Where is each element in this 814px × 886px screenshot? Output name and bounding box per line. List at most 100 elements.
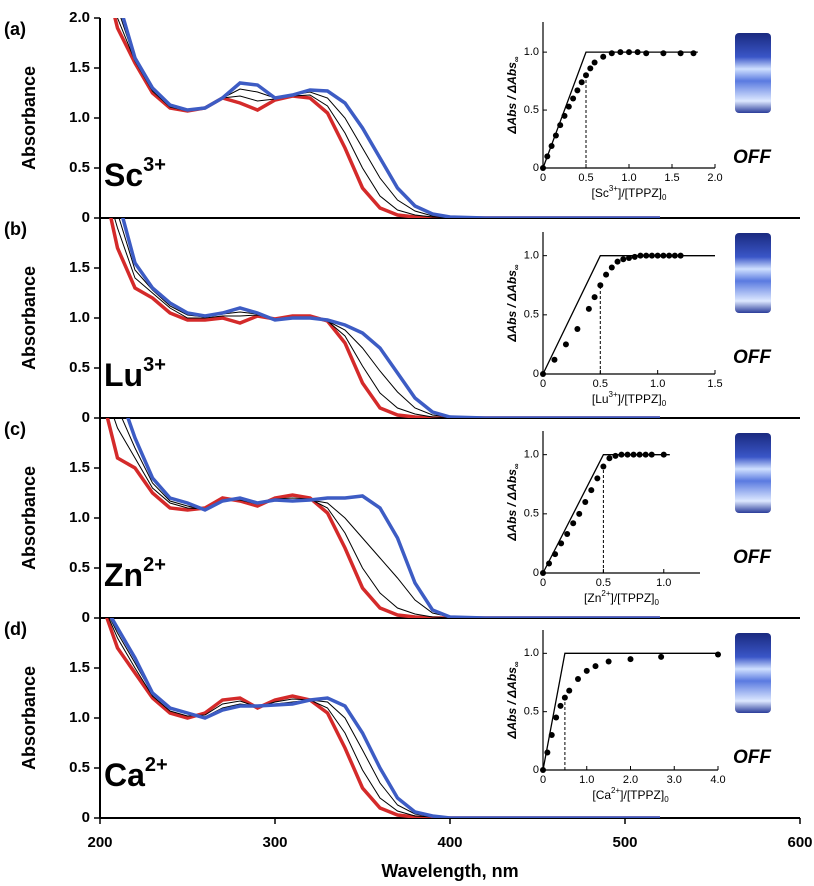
x-tick-label: 400 [437,834,462,851]
data-point [600,463,607,470]
data-point [540,371,546,377]
y-axis-label: Absorbance [19,66,39,170]
y-tick-label: 1.5 [69,259,90,276]
inset-x-tick-label: 1.0 [621,172,636,184]
data-point [587,65,594,72]
inset-x-tick-label: 0.5 [578,172,593,184]
ion-label: Lu3+ [104,354,166,393]
y-tick-label: 1.0 [69,509,90,526]
data-point [540,165,546,171]
data-point [648,451,655,458]
spectrum-line [105,418,660,618]
spectrum-line [108,618,660,818]
inset-x-tick-label: 0.5 [593,378,608,390]
data-point [643,252,650,259]
inset-y-label-main: ΔAbs / ΔAbs [505,667,519,740]
ion-symbol: Sc [104,157,143,193]
data-point [660,252,667,259]
inset-x-label-a: [Zn [584,591,601,605]
inset-x-tick-label: 0 [540,774,546,786]
inset-y-label-sub: ∞ [512,463,521,469]
data-point [574,87,581,94]
fit-line [542,255,715,375]
data-point [552,551,559,558]
inset-y-tick-label: 0.5 [524,706,539,718]
inset-x-label-a: [Ca [592,788,611,802]
y-tick-label: 1.0 [69,309,90,326]
inset-x-label-a: [Sc [592,186,609,200]
data-point [592,663,599,670]
data-point [627,656,634,663]
data-point [617,49,624,56]
ion-charge: 3+ [143,154,166,176]
spectrum-line [113,18,660,218]
x-tick-label: 500 [612,834,637,851]
fit-line [542,51,698,169]
inset-x-tick-label: 0.5 [596,577,611,589]
y-tick-label: 0.5 [69,359,90,376]
data-point [582,499,589,505]
data-point [658,653,665,660]
y-tick-label: 2.0 [69,9,90,26]
inset-x-label: [Ca2+]/[TPPZ]0 [592,786,669,804]
x-tick-label: 600 [787,834,812,851]
data-point [551,356,558,363]
data-point [620,256,627,263]
fit-line [542,454,670,574]
data-point [591,59,598,66]
data-point [578,79,585,86]
data-point [574,326,581,333]
data-point [562,341,569,348]
data-point [608,264,615,271]
ion-label: Zn2+ [104,554,166,593]
data-point [600,53,607,60]
spectrum-line [126,418,660,618]
inset-x-label: [Zn2+]/[TPPZ]0 [584,589,659,607]
spectrum-line [105,618,660,818]
inset-x-tick-label: 0 [540,172,546,184]
panel-label: (a) [4,19,26,39]
ion-symbol: Zn [104,557,143,593]
inset-y-tick-label: 1.0 [524,647,539,659]
data-point [654,252,661,259]
inset-x-label-a: [Lu [592,392,609,406]
photo-label: OFF [733,347,772,368]
inset-x-tick-label: 0 [540,378,546,390]
inset-y-label-main: ΔAbs / ΔAbs [505,62,519,135]
inset-x-label: [Lu3+]/[TPPZ]0 [592,390,667,408]
inset-x-tick-label: 1.5 [664,172,679,184]
inset-y-label: ΔAbs / ΔAbs∞ [505,463,521,541]
inset-x-tick-label: 1.0 [650,378,665,390]
vial-photo [735,433,771,513]
data-point [583,667,590,674]
ion-symbol: Ca [104,757,145,793]
data-point [570,520,577,527]
fit-line [542,652,718,771]
panel-label: (b) [4,219,27,239]
y-tick-label: 1.0 [69,109,90,126]
inset-y-label-sub: ∞ [512,56,521,62]
data-point [546,560,553,567]
data-point [544,153,551,160]
data-point [677,50,684,57]
spectra [105,618,660,818]
inset-x-tick-label: 1.5 [707,378,722,390]
inset-x-label-sub: 0 [662,193,667,202]
inset-x-tick-label: 2.0 [623,774,638,786]
data-point [642,451,649,458]
y-axis-label: Absorbance [19,466,39,570]
y-tick-label: 0.5 [69,159,90,176]
inset-y-label: ΔAbs / ΔAbs∞ [505,56,521,134]
inset-y-tick-label: 0.5 [524,104,539,116]
data-point [630,451,637,458]
inset-y-label-sub: ∞ [512,661,521,667]
data-point [636,451,643,458]
vial-photo [735,33,771,113]
panel-label: (d) [4,619,27,639]
data-point [671,252,678,259]
vial-photo [735,633,771,713]
data-point [605,658,612,665]
y-tick-label: 0 [82,409,90,426]
spectrum-line [113,418,660,618]
